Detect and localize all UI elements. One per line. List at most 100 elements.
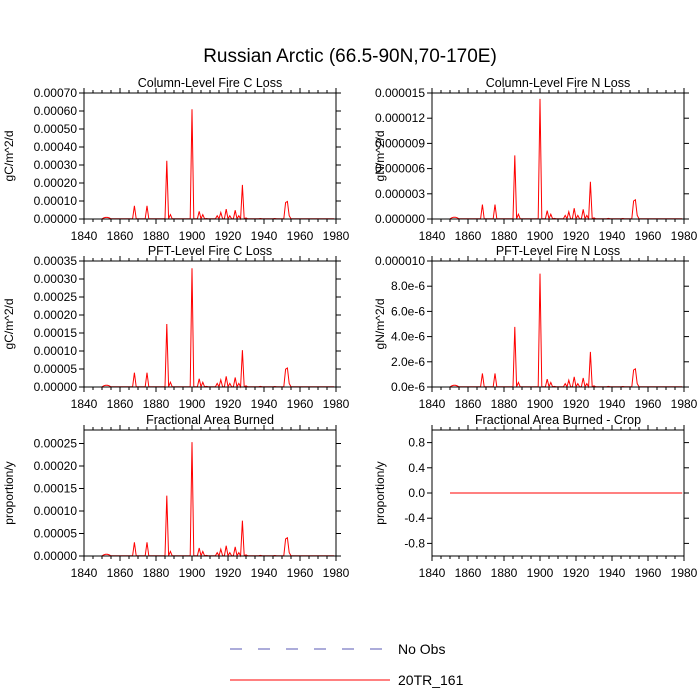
x-tick-label: 1960 bbox=[635, 229, 662, 243]
panel-title: Column-Level Fire C Loss bbox=[138, 76, 283, 90]
x-tick-label: 1940 bbox=[599, 397, 626, 411]
panel-area-burned: Fractional Area Burned proportion/y 1840 18… bbox=[2, 413, 350, 580]
legend-label-20tr-161: 20TR_161 bbox=[398, 672, 464, 688]
y-tick-label: 6.0e-6 bbox=[391, 304, 425, 318]
x-tick-label: 1920 bbox=[563, 566, 590, 580]
series-line-20tr-161 bbox=[101, 268, 335, 389]
series-line-20tr-161 bbox=[449, 98, 683, 221]
x-tick-label: 1900 bbox=[179, 566, 206, 580]
y-tick-label: 0.000000 bbox=[375, 212, 425, 226]
y-tick-label: 0.00010 bbox=[34, 504, 78, 518]
panel-pft-n-loss: PFT-Level Fire N Loss gN/m^2/d 1840 1860 188… bbox=[373, 244, 698, 411]
x-tick-label: 1880 bbox=[491, 397, 518, 411]
y-tick-label: 0.0e-6 bbox=[391, 380, 425, 394]
plot-frame bbox=[431, 260, 685, 388]
y-tick-label: 0.00000 bbox=[34, 549, 78, 563]
x-tick-label: 1940 bbox=[599, 566, 626, 580]
x-tick-label: 1960 bbox=[635, 566, 662, 580]
x-tick-label: 1880 bbox=[143, 229, 170, 243]
plot-frame bbox=[431, 429, 685, 557]
panel-title: PFT-Level Fire C Loss bbox=[148, 244, 272, 258]
y-tick-label: 0.00005 bbox=[34, 362, 78, 376]
y-tick-label: 0.00010 bbox=[34, 194, 78, 208]
x-tick-label: 1900 bbox=[179, 397, 206, 411]
x-tick-label: 1940 bbox=[251, 566, 278, 580]
x-tick-label: 1860 bbox=[455, 397, 482, 411]
x-tick-label: 1900 bbox=[179, 229, 206, 243]
y-tick-label: 0.8 bbox=[408, 436, 425, 450]
y-tick-label: 0.00000 bbox=[34, 380, 78, 394]
y-tick-label: 0.00040 bbox=[34, 140, 78, 154]
x-tick-label: 1920 bbox=[215, 229, 242, 243]
x-tick-label: 1840 bbox=[419, 397, 446, 411]
panel-title: Fractional Area Burned - Crop bbox=[475, 413, 641, 427]
x-tick-label: 1840 bbox=[419, 566, 446, 580]
y-axis-label: proportion/y bbox=[373, 461, 387, 524]
y-axis-label: gN/m^2/d bbox=[373, 131, 387, 182]
series-line-20tr-161 bbox=[101, 442, 335, 558]
y-axis-label: proportion/y bbox=[2, 461, 16, 524]
y-tick-label: 8.0e-6 bbox=[391, 279, 425, 293]
x-tick-label: 1860 bbox=[107, 397, 134, 411]
y-tick-label: 0.00025 bbox=[34, 437, 78, 451]
y-tick-label: 0.00000 bbox=[34, 212, 78, 226]
y-tick-label: 2.0e-6 bbox=[391, 355, 425, 369]
y-tick-label: 0.00020 bbox=[34, 459, 78, 473]
plot-frame bbox=[83, 260, 337, 388]
y-tick-label: 0.000010 bbox=[375, 254, 425, 268]
x-tick-label: 1920 bbox=[563, 229, 590, 243]
x-tick-label: 1900 bbox=[527, 566, 554, 580]
panel-area-burned-crop: Fractional Area Burned - Crop proportion/… bbox=[373, 413, 698, 580]
y-tick-label: 0.00030 bbox=[34, 272, 78, 286]
plot-frame bbox=[83, 92, 337, 220]
x-tick-label: 1960 bbox=[635, 397, 662, 411]
x-tick-label: 1940 bbox=[251, 229, 278, 243]
y-tick-label: 0.000006 bbox=[375, 162, 425, 176]
x-tick-label: 1940 bbox=[599, 229, 626, 243]
x-tick-label: 1860 bbox=[455, 566, 482, 580]
x-tick-label: 1920 bbox=[215, 566, 242, 580]
y-axis-label: gN/m^2/d bbox=[373, 299, 387, 350]
panel-title: PFT-Level Fire N Loss bbox=[496, 244, 620, 258]
y-axis-label: gC/m^2/d bbox=[2, 299, 16, 350]
panel-title: Fractional Area Burned bbox=[146, 413, 274, 427]
x-tick-label: 1940 bbox=[251, 397, 278, 411]
panel-title: Column-Level Fire N Loss bbox=[486, 76, 631, 90]
y-tick-label: 0.00005 bbox=[34, 527, 78, 541]
x-tick-label: 1900 bbox=[527, 397, 554, 411]
legend: No Obs 20TR_161 bbox=[230, 641, 464, 688]
x-tick-label: 1840 bbox=[419, 229, 446, 243]
series-line-20tr-161 bbox=[101, 109, 335, 221]
y-tick-label: 0.00070 bbox=[34, 86, 78, 100]
x-tick-label: 1900 bbox=[527, 229, 554, 243]
x-tick-label: 1980 bbox=[671, 397, 698, 411]
y-tick-label: 0.00060 bbox=[34, 104, 78, 118]
y-tick-label: 0.00035 bbox=[34, 254, 78, 268]
x-tick-label: 1860 bbox=[107, 229, 134, 243]
panel-n-loss: Column-Level Fire N Loss gN/m^2/d 1840 1860… bbox=[373, 76, 698, 243]
x-tick-label: 1840 bbox=[71, 566, 98, 580]
plot-frame bbox=[431, 92, 685, 220]
x-tick-label: 1960 bbox=[287, 397, 314, 411]
y-tick-label: 0.00025 bbox=[34, 290, 78, 304]
panel-pft-c-loss: PFT-Level Fire C Loss gC/m^2/d 1840 1860 188… bbox=[2, 244, 350, 411]
y-tick-label: 0.000009 bbox=[375, 136, 425, 150]
y-axis-label: gC/m^2/d bbox=[2, 131, 16, 182]
x-tick-label: 1980 bbox=[323, 397, 350, 411]
y-tick-label: 0.00015 bbox=[34, 326, 78, 340]
y-tick-label: 0.000003 bbox=[375, 187, 425, 201]
x-tick-label: 1980 bbox=[323, 229, 350, 243]
y-tick-label: 0.00020 bbox=[34, 176, 78, 190]
panel-c-loss: Column-Level Fire C Loss gC/m^2/d 1840 1860… bbox=[2, 76, 350, 243]
x-tick-label: 1980 bbox=[671, 566, 698, 580]
y-tick-label: 0.000012 bbox=[375, 111, 425, 125]
y-tick-label: 0.00010 bbox=[34, 344, 78, 358]
y-tick-label: 0.0 bbox=[408, 486, 425, 500]
x-tick-label: 1920 bbox=[215, 397, 242, 411]
x-tick-label: 1960 bbox=[287, 229, 314, 243]
figure-title: Russian Arctic (66.5-90N,70-170E) bbox=[203, 46, 497, 67]
y-tick-label: 0.00030 bbox=[34, 158, 78, 172]
x-tick-label: 1980 bbox=[323, 566, 350, 580]
